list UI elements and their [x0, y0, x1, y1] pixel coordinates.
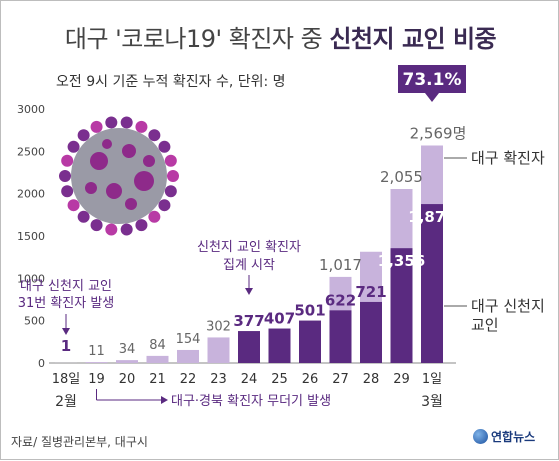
legend-total-label: 대구 확진자	[471, 149, 545, 167]
data-label-shincheonji: 1,356	[378, 252, 425, 270]
virus-spike	[165, 185, 177, 197]
x-tick-label: 24	[241, 372, 258, 387]
virus-spike	[158, 141, 170, 153]
data-label-total: 2,569명	[410, 124, 467, 142]
bar-shincheonji	[238, 331, 260, 363]
yonhap-logo-text: 연합뉴스	[491, 428, 535, 445]
data-label-total: 154	[176, 332, 201, 347]
y-tick-label: 1500	[17, 230, 45, 243]
yonhap-logo-icon	[473, 429, 488, 444]
virus-illustration	[59, 117, 179, 236]
month-label: 3월	[421, 394, 443, 410]
y-tick-label: 3000	[17, 103, 45, 116]
x-tick-label: 28	[363, 372, 380, 387]
data-label-shincheonji: 721	[355, 283, 386, 301]
virus-spike	[91, 121, 103, 133]
y-tick-label: 500	[24, 315, 45, 328]
data-label-shincheonji: 501	[294, 302, 325, 320]
virus-spike	[121, 223, 133, 235]
annotation-spread-label: 대구·경북 확진자 무더기 발생	[171, 394, 331, 409]
data-label-shincheonji: 1,877	[408, 208, 455, 226]
percentage-badge-label: 73.1%	[403, 70, 462, 90]
bar-total	[147, 356, 169, 363]
bar-shincheonji	[421, 204, 443, 363]
annotation-spread-arrowhead	[161, 396, 168, 404]
virus-spike	[135, 219, 147, 231]
y-tick-label: 2000	[17, 188, 45, 201]
x-tick-label: 20	[119, 372, 136, 387]
x-tick-label: 27	[332, 372, 349, 387]
virus-spike	[121, 117, 133, 129]
virus-spike	[148, 211, 160, 223]
bar-total	[86, 362, 108, 363]
bar-total	[177, 350, 199, 363]
data-label-total: 302	[206, 319, 231, 334]
virus-spike	[135, 121, 147, 133]
virus-spike	[68, 141, 80, 153]
bar-shincheonji	[360, 302, 382, 363]
source-note: 자료/ 질병관리본부, 대구시	[11, 433, 148, 450]
bar-shincheonji	[269, 329, 291, 363]
annotation-first-case-line1: 대구 신천지 교인	[20, 279, 112, 294]
data-label-total: 34	[119, 342, 136, 357]
virus-spike	[158, 199, 170, 211]
x-tick-label: 29	[393, 372, 410, 387]
virus-spike	[91, 219, 103, 231]
virus-spike	[61, 155, 73, 167]
virus-spike	[134, 171, 154, 191]
virus-spike	[148, 129, 160, 141]
yonhap-logo: 연합뉴스	[473, 428, 535, 445]
data-label-total: 1	[61, 337, 71, 355]
x-tick-label: 19	[88, 372, 105, 387]
percentage-badge-pointer	[425, 93, 439, 102]
virus-spike	[122, 144, 136, 158]
x-tick-label: 26	[302, 372, 319, 387]
bar-shincheonji	[299, 321, 321, 363]
annotation-first-case-line2: 31번 확진자 발생	[18, 296, 115, 311]
bar-total	[116, 360, 138, 363]
virus-spike	[85, 182, 97, 194]
annotation-aggregation-arrowhead	[245, 288, 253, 295]
annotation-aggregation-line1: 신천지 교인 확진자	[197, 240, 301, 255]
virus-spike	[68, 199, 80, 211]
data-label-shincheonji: 377	[233, 312, 264, 330]
x-tick-label: 23	[210, 372, 227, 387]
month-label: 2월	[55, 394, 77, 410]
x-tick-label: 21	[149, 372, 166, 387]
data-label-total: 84	[149, 338, 166, 353]
data-label-total: 11	[88, 344, 105, 359]
virus-spike	[125, 198, 137, 210]
data-label-shincheonji: 407	[264, 310, 295, 328]
annotation-first-case-arrowhead	[62, 328, 70, 335]
bar-total	[208, 337, 230, 363]
annotation-aggregation-line2: 집계 시작	[223, 258, 275, 273]
virus-spike	[78, 211, 90, 223]
x-tick-label: 18일	[52, 372, 81, 387]
virus-spike	[61, 185, 73, 197]
x-tick-label: 22	[180, 372, 197, 387]
virus-spike	[59, 170, 71, 182]
data-label-total: 1,017	[319, 256, 362, 274]
virus-spike	[143, 155, 155, 167]
legend-shincheonji-label-line1: 대구 신천지	[471, 297, 545, 315]
x-tick-label: 1일	[422, 372, 442, 387]
x-tick-label: 25	[271, 372, 288, 387]
bar-shincheonji	[330, 310, 352, 363]
virus-spike	[105, 223, 117, 235]
virus-spike	[167, 170, 179, 182]
legend-shincheonji-label-line2: 교인	[471, 316, 499, 334]
virus-spike	[102, 139, 112, 149]
virus-spike	[106, 183, 122, 199]
virus-spike	[105, 117, 117, 129]
y-tick-label: 0	[38, 357, 45, 370]
data-label-total: 2,055	[380, 168, 423, 186]
virus-spike	[90, 152, 108, 170]
y-tick-label: 2500	[17, 145, 45, 158]
virus-spike	[78, 129, 90, 141]
virus-spike	[165, 155, 177, 167]
data-label-shincheonji: 622	[325, 291, 356, 309]
